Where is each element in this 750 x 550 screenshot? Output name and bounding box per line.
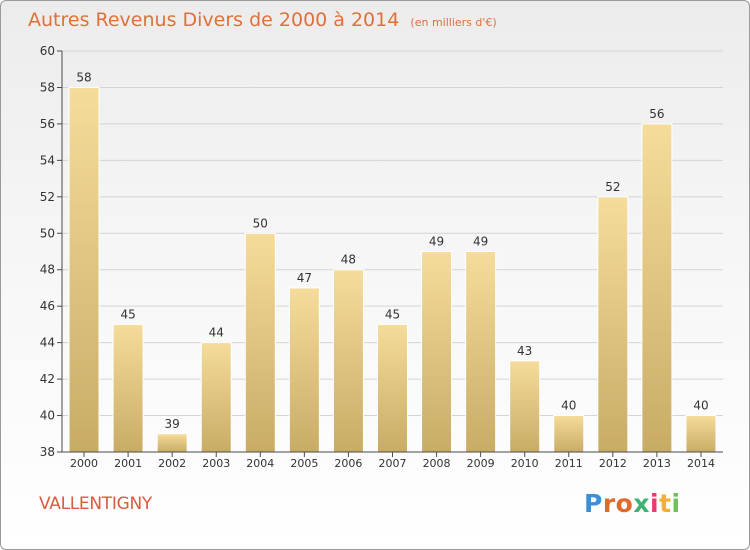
x-tick-label: 2009 [467, 457, 495, 470]
x-tick-label: 2014 [687, 457, 715, 470]
bar [288, 287, 320, 453]
bar [332, 269, 364, 453]
data-label: 48 [341, 253, 356, 267]
bar [509, 360, 541, 453]
data-label: 52 [605, 180, 620, 194]
x-tick-label: 2002 [158, 457, 186, 470]
data-label: 40 [693, 399, 708, 413]
y-tick-label: 58 [40, 80, 55, 94]
bar [685, 415, 717, 453]
y-tick-label: 44 [40, 336, 55, 350]
bar [421, 251, 453, 453]
x-tick-label: 2008 [423, 457, 451, 470]
y-tick-label: 54 [40, 153, 55, 167]
bar [597, 196, 629, 453]
bar [244, 232, 276, 453]
bar [200, 342, 232, 453]
y-tick-label: 52 [40, 190, 55, 204]
y-tick-label: 42 [40, 372, 55, 386]
bar [641, 123, 673, 453]
logo-letter: x [633, 489, 650, 518]
bar [68, 86, 100, 453]
x-tick-label: 2013 [643, 457, 671, 470]
y-tick-label: 40 [40, 409, 55, 423]
y-tick-label: 46 [40, 299, 55, 313]
y-tick-label: 50 [40, 226, 55, 240]
logo-letter: P [584, 489, 603, 518]
logo-letter: t [659, 489, 672, 518]
logo-letter: i [671, 489, 681, 518]
data-label: 40 [561, 399, 576, 413]
logo-letter: i [650, 489, 660, 518]
data-label: 44 [209, 326, 224, 340]
x-tick-label: 2003 [202, 457, 230, 470]
logo-letter: o [615, 489, 634, 518]
bar [112, 323, 144, 453]
y-tick-label: 38 [40, 445, 55, 459]
x-tick-label: 2004 [246, 457, 274, 470]
y-tick-label: 56 [40, 117, 55, 131]
data-label: 47 [297, 271, 312, 285]
x-tick-label: 2010 [511, 457, 539, 470]
bar [465, 251, 497, 453]
data-label: 49 [429, 235, 444, 249]
data-label: 45 [120, 307, 135, 321]
chart-subtitle: (en milliers d'€) [410, 16, 497, 29]
x-tick-label: 2007 [379, 457, 407, 470]
x-tick-label: 2012 [599, 457, 627, 470]
x-tick-label: 2006 [334, 457, 362, 470]
proxiti-logo: Proxiti [584, 489, 681, 518]
x-tick-label: 2005 [290, 457, 318, 470]
commune-name: VALLENTIGNY [39, 494, 152, 514]
data-label: 49 [473, 235, 488, 249]
x-tick-label: 2011 [555, 457, 583, 470]
y-tick-label: 48 [40, 263, 55, 277]
data-label: 50 [253, 216, 268, 230]
y-tick-label: 60 [40, 44, 55, 58]
x-tick-label: 2000 [70, 457, 98, 470]
bar [553, 415, 585, 453]
chart-title-block: Autres Revenus Divers de 2000 à 2014 (en… [28, 9, 497, 31]
bar [156, 433, 188, 453]
data-label: 39 [165, 417, 180, 431]
logo-letter: r [602, 489, 616, 518]
data-label: 43 [517, 344, 532, 358]
data-label: 56 [649, 107, 664, 121]
x-tick-label: 2001 [114, 457, 142, 470]
data-label: 45 [385, 307, 400, 321]
bar [377, 323, 408, 453]
chart-title: Autres Revenus Divers de 2000 à 2014 [28, 9, 400, 31]
data-label: 58 [76, 70, 91, 84]
